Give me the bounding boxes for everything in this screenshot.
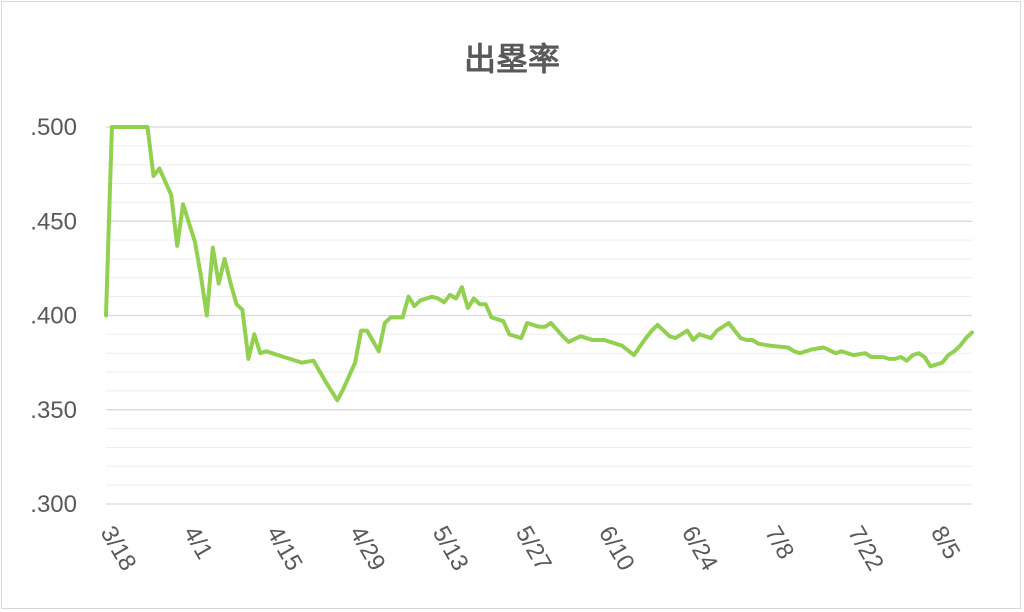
y-tick-label: .300	[30, 491, 77, 518]
x-tick-label: 7/8	[759, 522, 799, 564]
series-line	[104, 125, 974, 403]
x-axis-tick-labels: 3/18 4/1 4/15 4/29 5/13 5/27 6/10 6/24 7/8 7/22 8/…	[95, 522, 965, 576]
x-tick-label: 5/13	[427, 522, 474, 576]
y-tick-label: .500	[30, 114, 77, 141]
x-tick-label: 4/29	[344, 522, 391, 576]
y-tick-label: .450	[30, 208, 77, 235]
x-tick-label: 6/24	[676, 522, 723, 576]
x-tick-label: 4/15	[261, 522, 308, 576]
y-axis-tick-labels: .300 .350 .400 .450 .500	[30, 114, 77, 518]
x-tick-label: 4/1	[178, 522, 218, 564]
series-group	[104, 125, 974, 403]
y-tick-label: .350	[30, 397, 77, 424]
x-tick-label: 7/22	[842, 522, 889, 576]
x-tick-label: 6/10	[593, 522, 640, 576]
x-tick-label: 5/27	[510, 522, 557, 576]
x-tick-label: 3/18	[95, 522, 142, 576]
chart-title: 出塁率	[464, 40, 560, 78]
major-gridlines	[106, 126, 972, 505]
y-tick-label: .400	[30, 303, 77, 330]
x-tick-label: 8/5	[925, 522, 965, 564]
